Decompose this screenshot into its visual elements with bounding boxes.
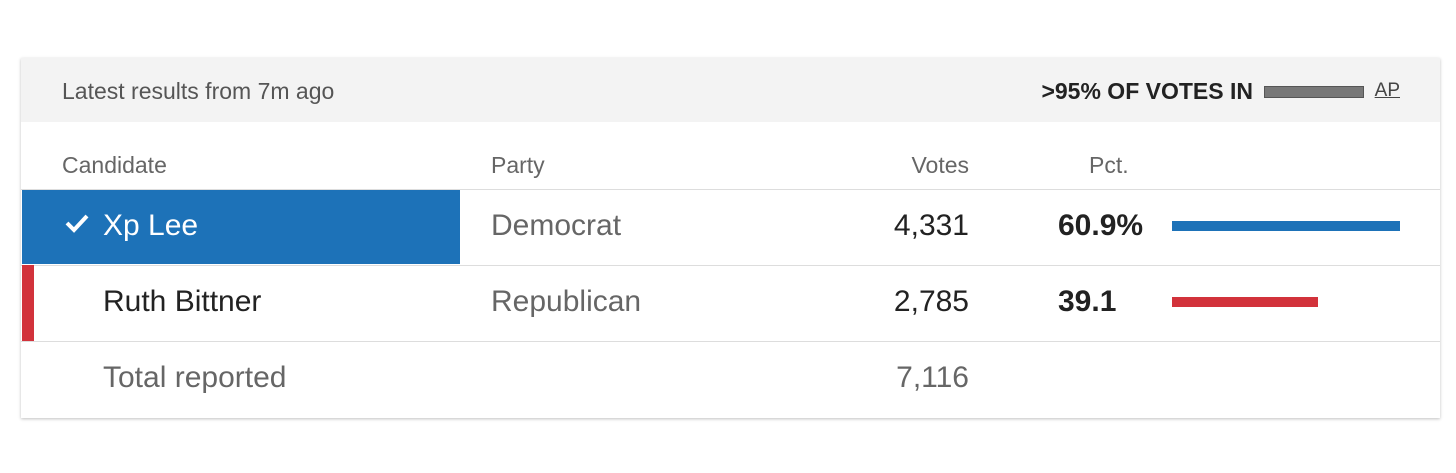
winner-cell — [22, 190, 460, 264]
card-header: Latest results from 7m ago >95% OF VOTES… — [21, 58, 1440, 122]
column-header: Votes — [911, 152, 969, 178]
status: Latest results from 7m ago — [62, 78, 335, 104]
pct: 39.1 — [1058, 285, 1117, 318]
candidate-name: Ruth Bittner — [103, 285, 262, 318]
winner-check — [64, 210, 90, 236]
column-header: Party — [491, 152, 545, 178]
votes: 4,331 — [893, 209, 969, 242]
party: Republican — [491, 285, 642, 318]
votes: 2,785 — [893, 285, 969, 318]
pct-bar — [1172, 221, 1400, 231]
row-divider — [21, 189, 1440, 190]
row-divider — [21, 341, 1440, 342]
pct-bar — [1172, 297, 1319, 307]
candidate-name: Xp Lee — [103, 209, 199, 242]
results-card: Latest results from 7m ago >95% OF VOTES… — [21, 58, 1440, 418]
reporting: >95% OF VOTES IN — [1041, 78, 1253, 104]
check-icon — [65, 214, 89, 233]
pct: 60.9% — [1058, 209, 1144, 242]
total-label: Total reported — [103, 361, 287, 394]
row-divider — [21, 265, 1440, 266]
party-strip — [22, 265, 34, 341]
column-header: Pct. — [1089, 152, 1129, 178]
party: Democrat — [491, 209, 622, 242]
total-votes: 7,116 — [896, 361, 969, 394]
source-link[interactable]: AP — [1374, 80, 1400, 101]
reporting-bar — [1264, 86, 1364, 98]
column-header: Candidate — [62, 152, 167, 178]
